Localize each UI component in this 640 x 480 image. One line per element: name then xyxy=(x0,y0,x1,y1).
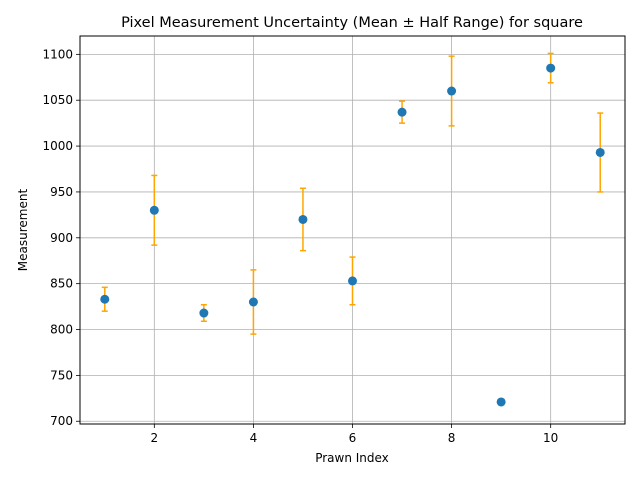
x-axis-ticks: 2 4 6 8 10 xyxy=(150,424,558,445)
x-tick-label: 2 xyxy=(150,431,158,445)
y-axis-ticks: 700 750 800 850 900 950 1000 1050 1100 xyxy=(42,47,80,428)
y-tick-label: 700 xyxy=(50,414,73,428)
data-point xyxy=(149,205,159,215)
data-point xyxy=(248,297,258,307)
y-tick-label: 1050 xyxy=(42,93,73,107)
data-points xyxy=(100,63,605,407)
y-axis-label: Measurement xyxy=(16,189,30,272)
data-point xyxy=(496,397,506,407)
data-point xyxy=(298,214,308,224)
x-axis-label: Prawn Index xyxy=(315,451,389,465)
x-tick-label: 8 xyxy=(448,431,456,445)
y-tick-label: 950 xyxy=(50,185,73,199)
chart-title: Pixel Measurement Uncertainty (Mean ± Ha… xyxy=(121,15,583,31)
y-tick-label: 800 xyxy=(50,323,73,337)
data-point xyxy=(397,107,407,117)
x-tick-label: 6 xyxy=(349,431,357,445)
data-point xyxy=(348,276,357,286)
y-tick-label: 900 xyxy=(50,231,73,245)
y-tick-label: 750 xyxy=(50,368,73,382)
grid-lines xyxy=(80,36,625,424)
data-point xyxy=(199,308,209,318)
data-point xyxy=(100,294,110,304)
y-tick-label: 1100 xyxy=(42,47,73,61)
data-point xyxy=(595,147,605,157)
y-tick-label: 850 xyxy=(50,277,73,291)
data-point xyxy=(447,86,457,96)
y-tick-label: 1000 xyxy=(42,139,73,153)
data-point xyxy=(546,63,556,73)
x-tick-label: 4 xyxy=(250,431,258,445)
x-tick-label: 10 xyxy=(543,431,558,445)
